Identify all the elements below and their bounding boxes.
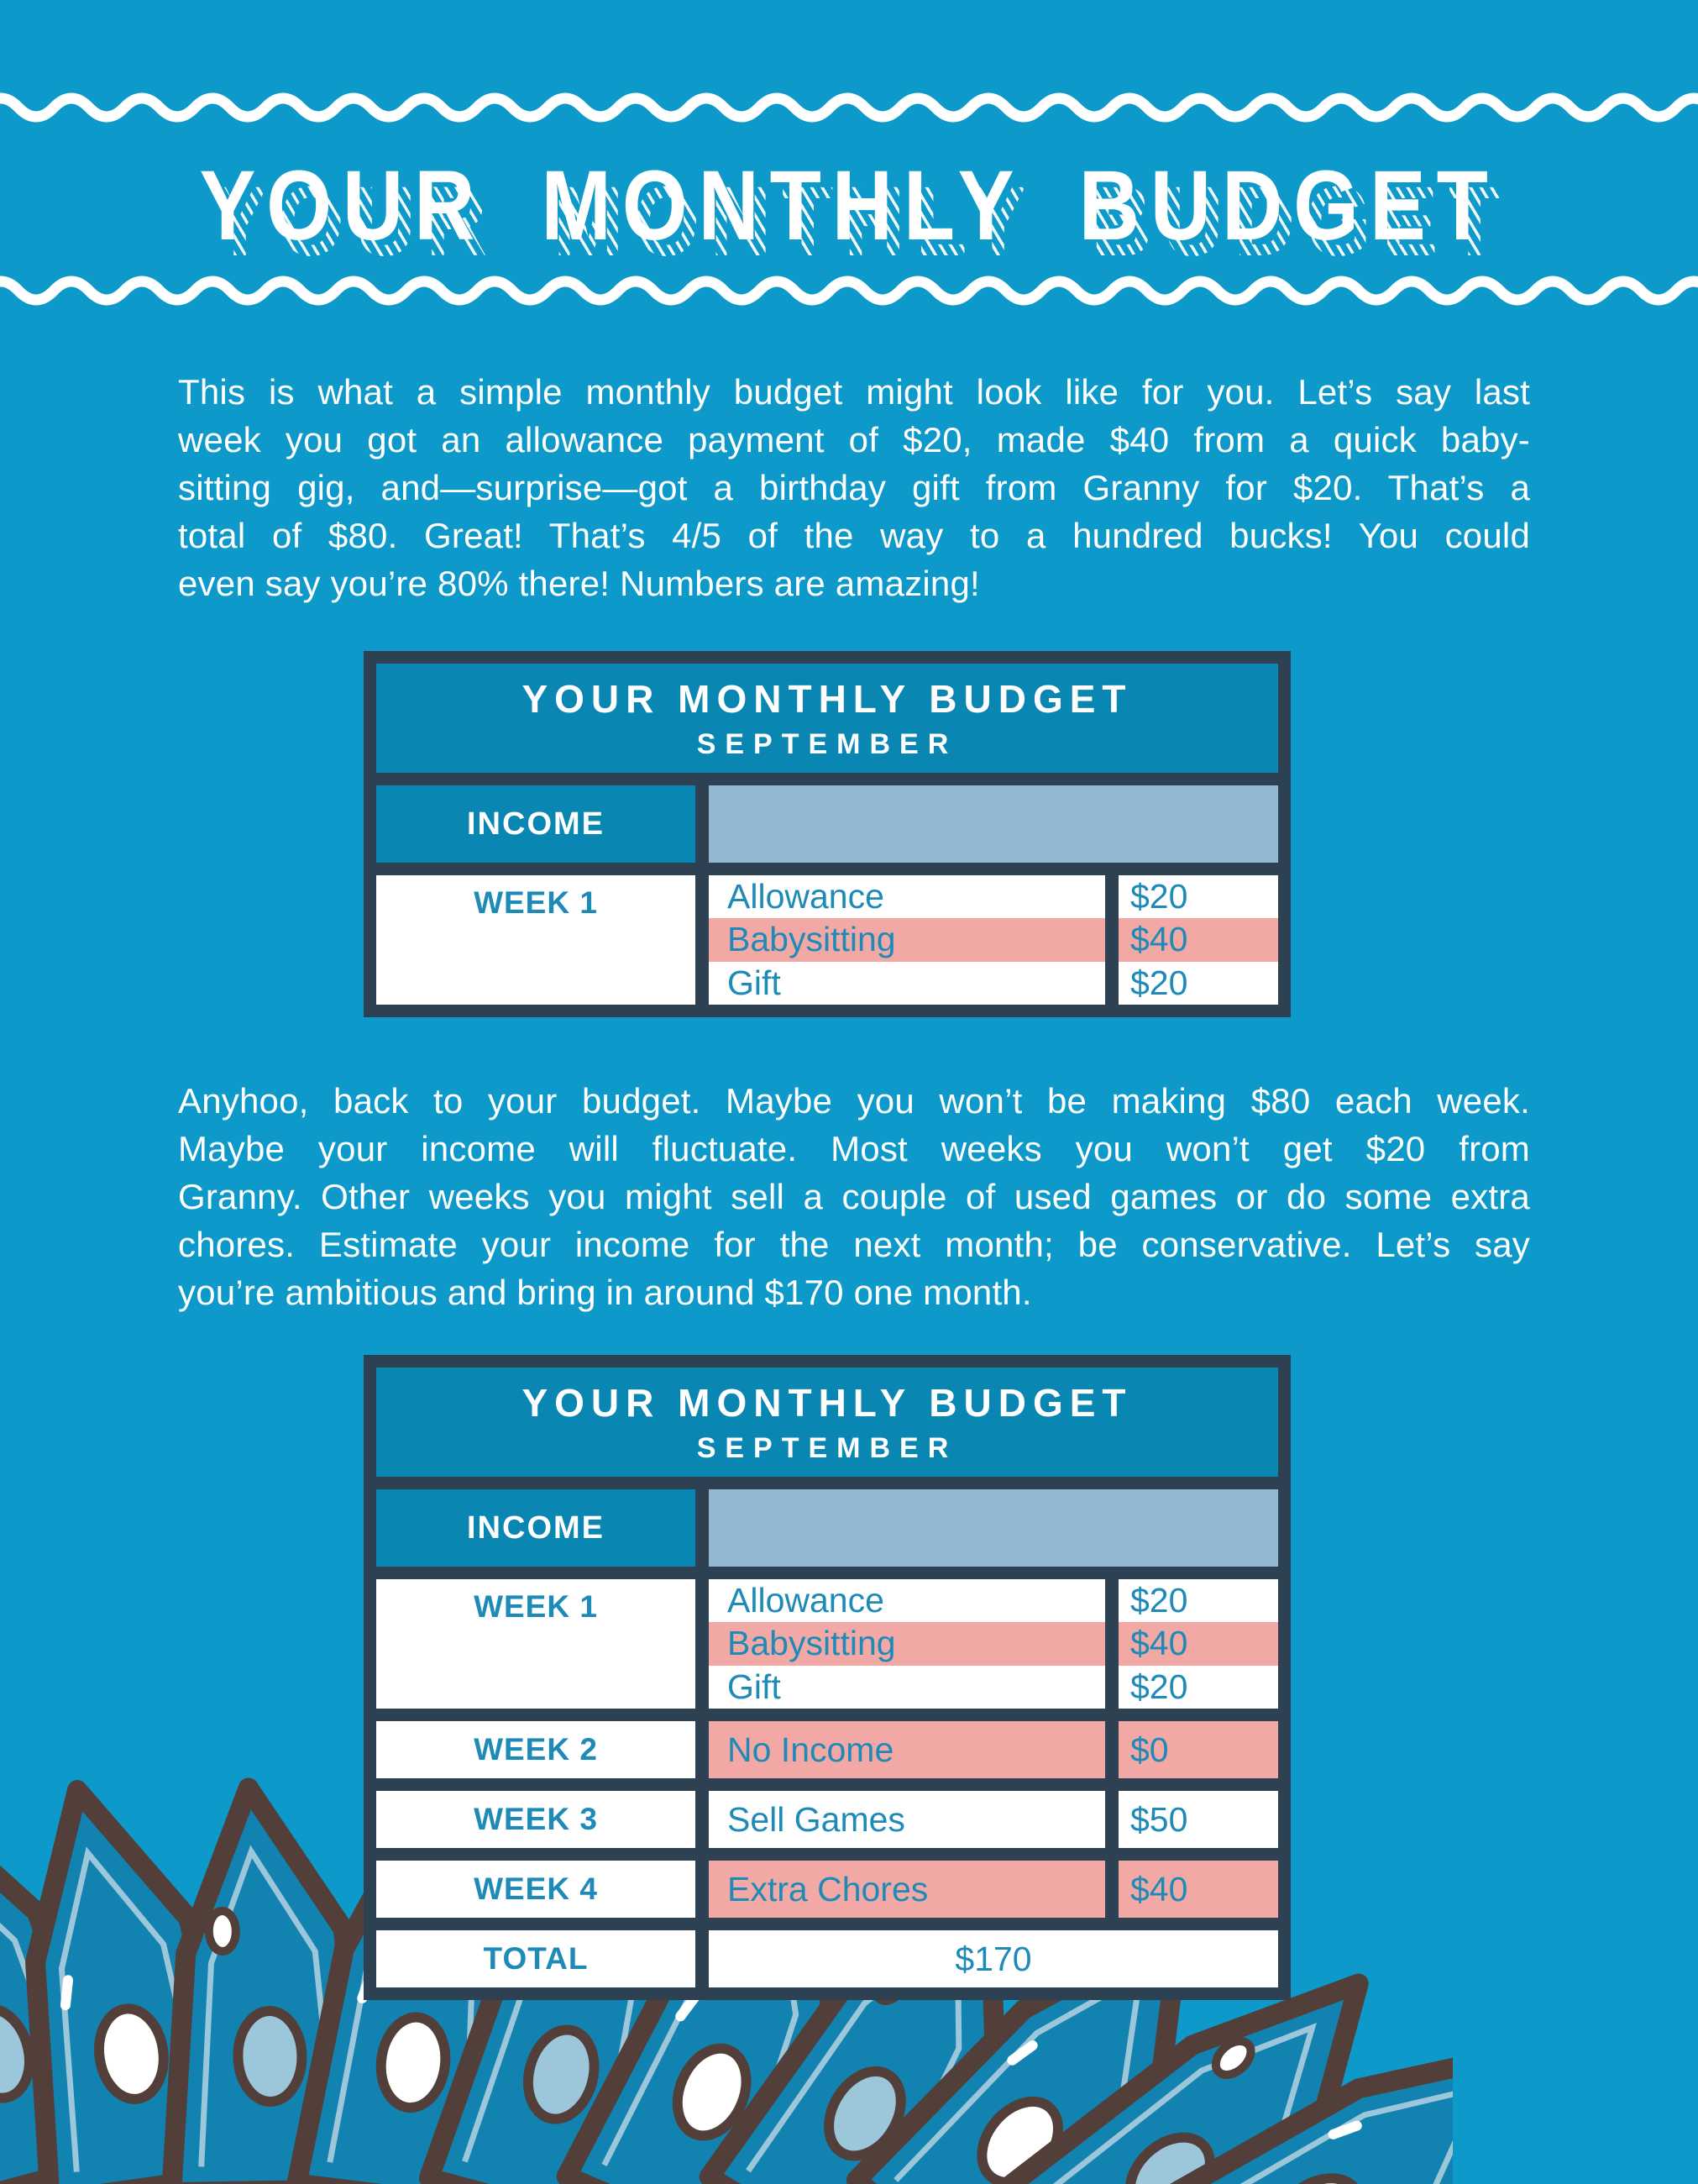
paragraph-line: chores. Estimate your income for the nex… — [178, 1225, 1530, 1264]
total-label: TOTAL — [483, 1941, 589, 1976]
income-value: $40 — [1119, 918, 1278, 962]
paragraph-2: Anyhoo, back to your budget. Maybe you w… — [178, 1077, 1530, 1316]
week3-values-cell: $50 — [1119, 1791, 1278, 1848]
week2-items-cell: No Income — [709, 1721, 1105, 1778]
total-label-cell: TOTAL — [376, 1930, 695, 1987]
income-header-cell: INCOME — [376, 1489, 695, 1567]
week2-label-cell: WEEK 2 — [376, 1721, 695, 1778]
income-row: INCOME — [376, 1489, 1278, 1567]
week1-values-cell: $20 $40 $20 — [1119, 875, 1278, 1005]
week1-values-cell: $20 $40 $20 — [1119, 1579, 1278, 1709]
income-header-cell: INCOME — [376, 785, 695, 863]
week1-items-cell: Allowance Babysitting Gift — [709, 875, 1105, 1005]
table-title: YOUR MONTHLY BUDGET — [521, 1380, 1133, 1425]
week3-label-cell: WEEK 3 — [376, 1791, 695, 1848]
table-subtitle: SEPTEMBER — [696, 1431, 958, 1464]
income-item: Babysitting — [709, 918, 1105, 962]
income-empty-cell — [709, 785, 1278, 863]
week4-row: WEEK 4 Extra Chores $40 — [376, 1861, 1278, 1918]
income-value: $40 — [1119, 1622, 1278, 1666]
week1-label: WEEK 1 — [474, 1589, 598, 1624]
total-value-cell: $170 — [709, 1930, 1278, 1987]
week4-values-cell: $40 — [1119, 1861, 1278, 1918]
income-item: Gift — [709, 961, 1105, 1005]
income-value: $40 — [1119, 1861, 1278, 1918]
paragraph-line: This is what a simple monthly budget mig… — [178, 372, 1530, 412]
paragraph-line: total of $80. Great! That’s 4/5 of the w… — [178, 516, 1530, 555]
income-value: $0 — [1119, 1721, 1278, 1778]
week2-label: WEEK 2 — [474, 1732, 598, 1767]
week1-label-cell: WEEK 1 — [376, 875, 695, 1005]
budget-table-second: YOUR MONTHLY BUDGET SEPTEMBER INCOME WEE… — [364, 1355, 1291, 2000]
income-value: $20 — [1119, 1579, 1278, 1623]
table-header: YOUR MONTHLY BUDGET SEPTEMBER — [376, 1368, 1278, 1477]
table-subtitle: SEPTEMBER — [696, 727, 958, 760]
income-item: Allowance — [709, 875, 1105, 919]
week2-values-cell: $0 — [1119, 1721, 1278, 1778]
income-item: Gift — [709, 1665, 1105, 1709]
income-label: INCOME — [467, 1509, 605, 1546]
income-label: INCOME — [467, 806, 605, 842]
income-value: $50 — [1119, 1791, 1278, 1848]
income-value: $20 — [1119, 875, 1278, 919]
week4-items-cell: Extra Chores — [709, 1861, 1105, 1918]
wavy-divider-bottom — [0, 276, 1698, 306]
income-value: $20 — [1119, 1665, 1278, 1709]
week4-label: WEEK 4 — [474, 1872, 598, 1906]
income-empty-cell — [709, 1489, 1278, 1567]
paragraph-line: Maybe your income will fluctuate. Most w… — [178, 1129, 1530, 1168]
income-item: Extra Chores — [709, 1861, 1105, 1918]
income-item: Allowance — [709, 1579, 1105, 1623]
paragraph-line: sitting gig, and—surprise—got a birthday… — [178, 468, 1530, 507]
income-item: Sell Games — [709, 1791, 1105, 1848]
paragraph-line: you’re ambitious and bring in around $17… — [178, 1273, 1032, 1312]
week1-items-cell: Allowance Babysitting Gift — [709, 1579, 1105, 1709]
week1-label-cell: WEEK 1 — [376, 1579, 695, 1709]
total-row: TOTAL $170 — [376, 1930, 1278, 1987]
budget-table-first: YOUR MONTHLY BUDGET SEPTEMBER INCOME WEE… — [364, 651, 1291, 1017]
income-item: No Income — [709, 1721, 1105, 1778]
week1-label: WEEK 1 — [474, 885, 598, 920]
paragraph-line: Anyhoo, back to your budget. Maybe you w… — [178, 1081, 1530, 1121]
paragraph-line: Granny. Other weeks you might sell a cou… — [178, 1177, 1530, 1216]
table-title: YOUR MONTHLY BUDGET — [521, 676, 1133, 721]
week3-label: WEEK 3 — [474, 1802, 598, 1836]
page-title: YOUR MONTHLY BUDGET — [199, 156, 1498, 255]
week1-row: WEEK 1 Allowance Babysitting Gift $20 $4… — [376, 875, 1278, 1005]
wavy-divider-top — [0, 92, 1698, 123]
income-value: $20 — [1119, 961, 1278, 1005]
total-value: $170 — [955, 1939, 1032, 1978]
page-title-wrap: YOUR MONTHLY BUDGET — [0, 156, 1698, 255]
paragraph-1: This is what a simple monthly budget mig… — [178, 368, 1530, 607]
week2-row: WEEK 2 No Income $0 — [376, 1721, 1278, 1778]
week4-label-cell: WEEK 4 — [376, 1861, 695, 1918]
income-row: INCOME — [376, 785, 1278, 863]
week3-row: WEEK 3 Sell Games $50 — [376, 1791, 1278, 1848]
paragraph-line: week you got an allowance payment of $20… — [178, 420, 1530, 459]
table-header: YOUR MONTHLY BUDGET SEPTEMBER — [376, 664, 1278, 773]
week1-row: WEEK 1 Allowance Babysitting Gift $20 $4… — [376, 1579, 1278, 1709]
week3-items-cell: Sell Games — [709, 1791, 1105, 1848]
income-item: Babysitting — [709, 1622, 1105, 1666]
paragraph-line: even say you’re 80% there! Numbers are a… — [178, 564, 980, 603]
